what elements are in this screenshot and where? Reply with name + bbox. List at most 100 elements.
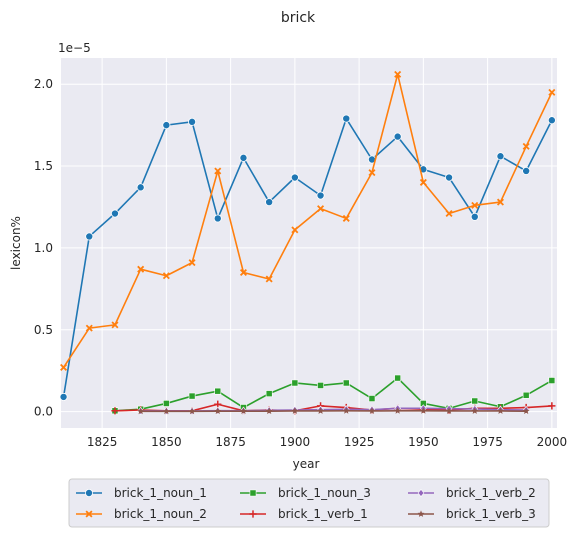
series-line [62,73,553,368]
legend-label: brick_1_noun_2 [114,507,207,521]
data-point [59,392,68,401]
legend-marker [249,489,257,497]
legend-item: brick_1_verb_1 [240,507,368,521]
data-point [342,407,350,414]
x-tick-label: 1850 [151,435,182,449]
data-point [368,169,376,177]
data-point [265,275,273,283]
data-point [162,121,171,130]
x-axis-ticks: 1825 1850 1875 1900 1925 1950 1975 2000 [87,435,567,449]
series-line [62,117,553,398]
data-point [496,152,505,161]
data-point [110,209,119,218]
plot-area [61,58,557,428]
y-axis-label: lexicon% [9,216,23,270]
data-point [291,226,299,234]
data-point [137,265,145,273]
data-point [394,407,402,414]
legend-label: brick_1_verb_1 [278,507,368,521]
y-tick-label: 0.5 [34,323,53,337]
data-point [162,272,170,280]
data-point [290,173,299,182]
data-point [342,114,351,123]
legend-frame [68,478,550,528]
data-point [394,374,402,382]
data-point [445,173,454,182]
y-axis-ticks: 0.0 0.5 1.0 1.5 2.0 [34,77,53,418]
x-tick-label: 1950 [408,435,439,449]
data-point [111,321,119,329]
data-point [368,395,376,402]
legend-marker [417,488,425,498]
data-point [188,117,197,126]
data-point [137,407,145,415]
data-point [470,212,479,221]
data-point [496,198,504,206]
chart-title: brick [281,10,316,26]
data-point [265,407,273,415]
data-point [188,407,196,415]
data-point [239,153,248,162]
y-tick-label: 1.0 [34,241,53,255]
data-point [111,407,119,415]
data-point [342,379,350,387]
x-tick-label: 1900 [280,435,311,449]
data-point [368,407,376,414]
legend-item: brick_1_noun_1 [76,486,207,500]
data-point [188,392,196,400]
y-tick-label: 0.0 [34,405,53,419]
data-point [393,132,402,141]
data-point [291,379,299,387]
data-point [522,142,530,150]
legend-label: brick_1_noun_3 [278,486,371,500]
data-point [547,116,556,125]
data-point [548,377,556,384]
data-point [317,205,325,213]
data-point [471,201,479,209]
legend-marker [417,510,425,517]
data-point [136,183,145,192]
data-point [317,407,324,414]
legend-label: brick_1_verb_3 [446,507,536,521]
y-tick-label: 2.0 [34,77,53,91]
data-point [214,407,222,415]
legend-item: brick_1_noun_2 [76,507,207,521]
x-axis-label: year [293,457,320,471]
data-point [265,198,274,207]
data-point [162,407,170,415]
data-point [213,214,222,223]
legend-marker [249,510,257,518]
data-point [548,402,556,410]
x-tick-label: 1825 [87,435,118,449]
x-tick-label: 2000 [537,435,568,449]
x-tick-label: 1925 [344,435,375,449]
data-point [240,407,247,415]
series-brick_1_verb_3 [137,407,530,415]
x-tick-label: 1975 [472,435,503,449]
data-point [471,407,479,414]
data-point [60,363,68,371]
data-point [214,387,222,395]
series-layer [59,70,556,416]
legend-marker [85,488,94,497]
data-point [316,191,325,200]
y-tick-label: 1.5 [34,159,53,173]
legend-label: brick_1_verb_2 [446,486,536,500]
data-point [548,88,556,96]
data-point [85,232,94,241]
data-point [445,210,453,218]
y-scale-label: 1e−5 [58,41,91,55]
data-point [394,70,402,78]
legend-item: brick_1_verb_3 [408,507,536,521]
data-point [291,407,299,414]
legend-item: brick_1_verb_2 [408,486,536,500]
legend-label: brick_1_noun_1 [114,486,207,500]
series-brick_1_noun_2 [60,70,556,371]
data-point [265,390,273,397]
legend-item: brick_1_noun_3 [240,486,371,500]
x-tick-label: 1875 [215,435,246,449]
data-point [214,167,222,175]
data-point [522,166,531,175]
data-point [419,407,427,414]
